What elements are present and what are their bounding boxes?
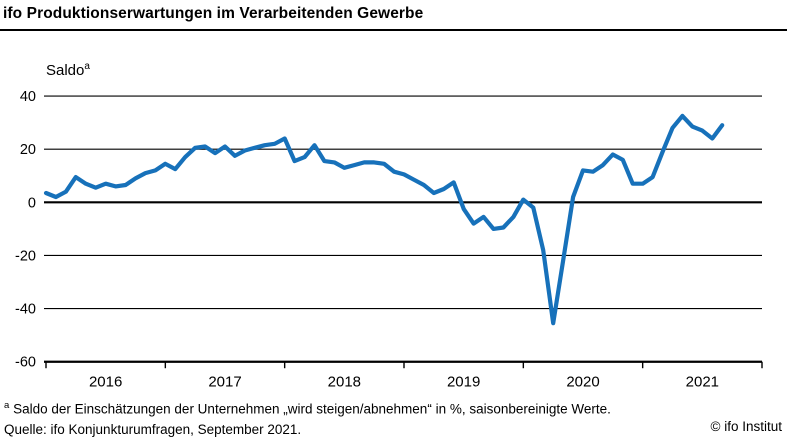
footnote-text: Saldo der Einschätzungen der Unternehmen… xyxy=(13,401,611,417)
y-tick-label: 20 xyxy=(20,142,36,158)
source-note: Quelle: ifo Konjunkturumfragen, Septembe… xyxy=(4,421,302,437)
x-tick-label: 2019 xyxy=(447,374,480,391)
copyright-note: © ifo Institut xyxy=(710,419,782,434)
y-tick-label: -20 xyxy=(15,248,36,264)
page-header: ifo Produktionserwartungen im Verarbeite… xyxy=(0,0,787,31)
footnotes: a Saldo der Einschätzungen der Unternehm… xyxy=(4,396,611,440)
y-axis-title: Saldoa xyxy=(46,61,90,79)
x-tick-label: 2021 xyxy=(686,374,719,391)
footnote: a Saldo der Einschätzungen der Unternehm… xyxy=(4,396,611,420)
x-tick-label: 2020 xyxy=(566,374,599,391)
footnote-sup: a xyxy=(4,400,10,411)
y-tick-label: -40 xyxy=(15,302,36,318)
x-tick-label: 2018 xyxy=(328,374,361,391)
y-axis-title-sup: a xyxy=(84,61,90,72)
y-tick-label: -60 xyxy=(15,355,36,371)
y-tick-label: 40 xyxy=(20,89,36,105)
chart-title: ifo Produktionserwartungen im Verarbeite… xyxy=(3,5,424,22)
x-tick-label: 2017 xyxy=(208,374,241,391)
data-line xyxy=(43,113,725,326)
y-tick-label: 0 xyxy=(28,195,36,211)
y-axis-title-text: Saldo xyxy=(46,62,85,79)
x-tick-label: 2016 xyxy=(89,374,122,391)
